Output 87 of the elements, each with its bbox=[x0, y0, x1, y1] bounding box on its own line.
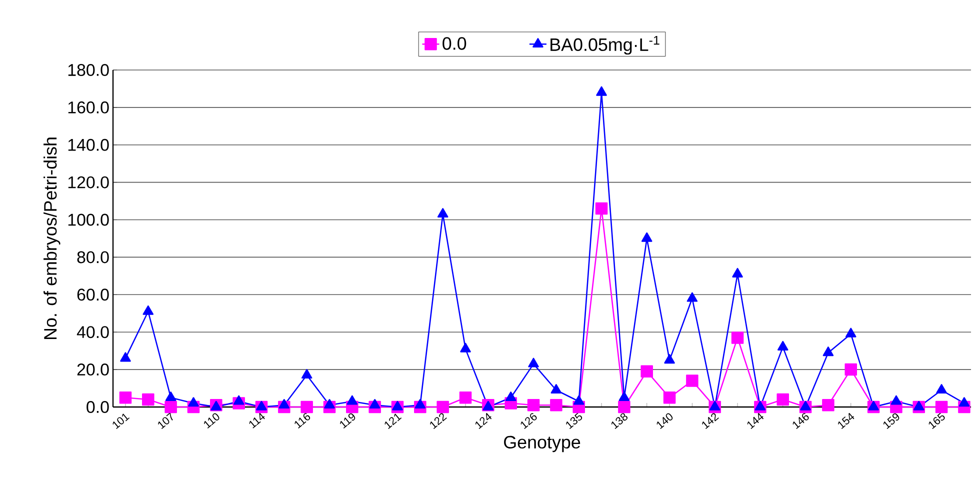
point bbox=[550, 384, 562, 394]
x-tick-label: 126 bbox=[520, 413, 537, 430]
point bbox=[164, 400, 177, 414]
point bbox=[618, 391, 630, 402]
point bbox=[822, 346, 834, 356]
legend-label: 0.0 bbox=[442, 37, 466, 50]
point bbox=[935, 400, 948, 414]
y-tick-label: 140.0 bbox=[68, 138, 109, 151]
x-tick-label: 144 bbox=[747, 412, 764, 429]
x-tick-label: 165 bbox=[928, 412, 945, 430]
point bbox=[822, 398, 834, 412]
point bbox=[392, 400, 403, 410]
point bbox=[505, 391, 516, 402]
point bbox=[188, 397, 199, 407]
point bbox=[800, 400, 811, 410]
y-tick-label: 60.0 bbox=[77, 288, 109, 301]
point bbox=[777, 340, 788, 350]
point bbox=[142, 305, 154, 315]
point bbox=[732, 268, 743, 278]
point bbox=[663, 391, 676, 404]
legend-label: BA0.05mg·L$^{-1}$ bbox=[550, 36, 660, 55]
point bbox=[233, 395, 244, 405]
point bbox=[640, 365, 653, 378]
point bbox=[776, 393, 789, 406]
point bbox=[596, 86, 607, 96]
point bbox=[618, 400, 630, 414]
x-tick-label: 110 bbox=[204, 413, 220, 429]
point bbox=[369, 398, 380, 409]
point bbox=[414, 398, 426, 409]
point bbox=[256, 400, 267, 410]
x-tick-label: 101 bbox=[112, 414, 130, 430]
point bbox=[346, 395, 358, 405]
point bbox=[913, 400, 924, 410]
x-tick-label: 114 bbox=[249, 412, 265, 428]
y-axis-title: No. of embryos/Petri-dish bbox=[44, 138, 60, 339]
point bbox=[641, 232, 652, 242]
x-tick-label: 146 bbox=[792, 413, 809, 430]
point bbox=[686, 374, 698, 387]
point bbox=[119, 391, 132, 404]
y-tick-label: 120.0 bbox=[68, 176, 109, 188]
point bbox=[165, 391, 176, 402]
point bbox=[527, 398, 540, 412]
point bbox=[686, 292, 698, 302]
x-tick-label: 116 bbox=[294, 413, 310, 429]
point bbox=[573, 395, 584, 405]
point bbox=[868, 400, 879, 410]
point bbox=[664, 354, 675, 364]
point bbox=[528, 358, 539, 368]
x-tick-label: 107 bbox=[158, 412, 173, 430]
x-tick-label: 135 bbox=[566, 412, 582, 430]
point bbox=[731, 332, 744, 344]
point bbox=[437, 208, 448, 218]
point bbox=[845, 328, 856, 338]
point bbox=[324, 398, 335, 409]
y-tick-label: 0.0 bbox=[86, 400, 109, 413]
point bbox=[436, 400, 449, 414]
point bbox=[301, 369, 312, 379]
point bbox=[300, 400, 313, 414]
y-tick-label: 180.0 bbox=[68, 64, 109, 76]
y-tick-label: 80.0 bbox=[77, 251, 109, 264]
y-tick-label: 160.0 bbox=[68, 101, 109, 114]
x-tick-label: 159 bbox=[883, 413, 900, 430]
y-tick-label: 100.0 bbox=[68, 214, 109, 226]
y-tick-label: 20.0 bbox=[77, 364, 109, 376]
point bbox=[120, 352, 131, 362]
y-tick-label: 40.0 bbox=[76, 326, 109, 338]
point bbox=[142, 393, 154, 406]
x-tick-label: 142 bbox=[702, 413, 719, 430]
point bbox=[844, 363, 857, 376]
point bbox=[278, 398, 290, 409]
x-tick-label: 124 bbox=[475, 412, 492, 430]
point bbox=[459, 391, 472, 404]
point bbox=[595, 202, 608, 215]
x-tick-label: 121 bbox=[384, 414, 402, 430]
point bbox=[890, 395, 902, 405]
x-tick-label: 154 bbox=[838, 412, 854, 429]
point bbox=[709, 400, 720, 410]
point bbox=[460, 342, 471, 352]
x-tick-label: 140 bbox=[656, 413, 673, 430]
x-tick-label: 122 bbox=[430, 413, 447, 430]
x-tick-label: 138 bbox=[611, 413, 628, 430]
point bbox=[754, 400, 766, 410]
point bbox=[936, 384, 947, 394]
point bbox=[550, 398, 562, 412]
x-tick-label: 119 bbox=[340, 413, 356, 429]
point bbox=[958, 397, 970, 407]
x-axis-title: Genotype bbox=[504, 436, 580, 452]
